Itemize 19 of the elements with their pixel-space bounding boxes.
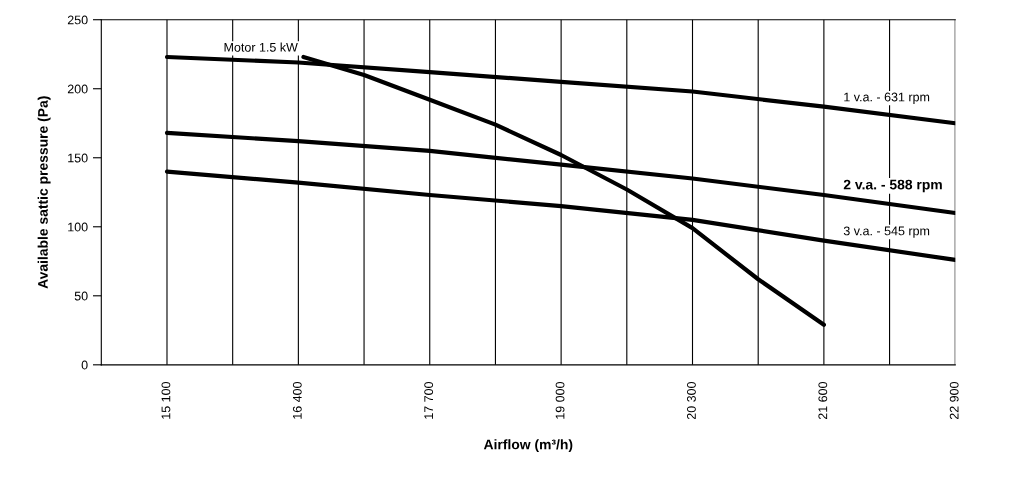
x-tick-label: 21 600 [818,381,828,420]
x-tick-label: 22 900 [949,381,959,420]
series-label: 2 v.a. - 588 rpm [843,179,942,193]
y-tick-label: 250 [67,15,88,25]
y-tick-label: 150 [68,153,88,163]
x-tick-label: 15 100 [161,381,171,419]
x-tick-label: 17 700 [424,381,434,419]
y-tick-label: 0 [81,360,88,370]
y-axis-title: Available sattic pressure (Pa) [37,96,51,289]
y-tick-label: 50 [74,291,88,301]
series-label: Motor 1.5 kW [224,42,298,52]
x-axis-title: Airflow (m³/h) [483,439,573,453]
series-label: 1 v.a. - 631 rpm [844,92,930,104]
x-tick-label: 16 400 [292,381,302,419]
series-label: 3 v.a. - 545 rpm [843,226,930,238]
x-tick-label: 19 000 [555,381,565,419]
x-tick-label: 20 300 [687,381,696,420]
y-tick-label: 100 [68,222,88,232]
y-tick-label: 200 [67,84,88,94]
